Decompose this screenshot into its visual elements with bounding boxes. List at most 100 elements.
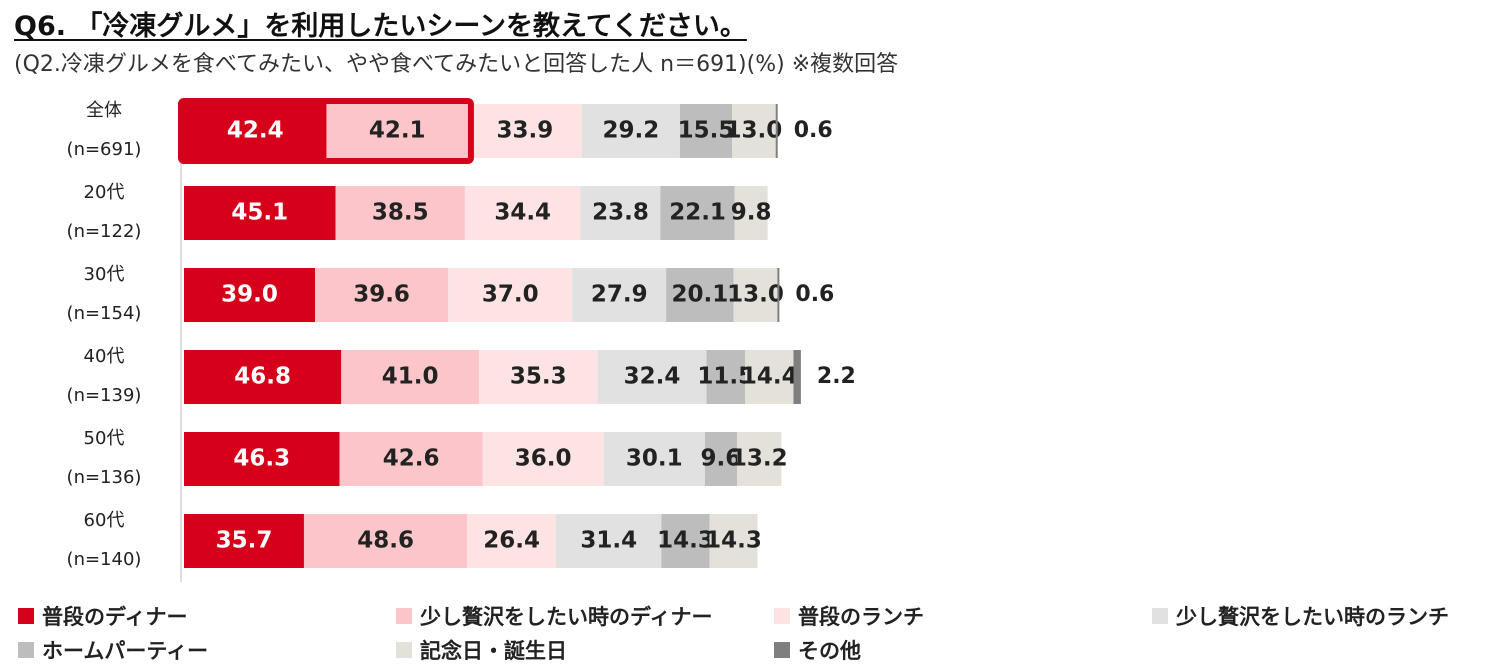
bar-segment — [184, 104, 327, 158]
data-label: 42.4 — [227, 118, 284, 144]
legend-label: 少し贅沢をしたい時のランチ — [1176, 605, 1449, 629]
bar-segment — [341, 350, 480, 404]
bar-segment — [661, 514, 710, 568]
data-label: 42.1 — [369, 118, 426, 144]
data-label: 33.9 — [496, 118, 553, 144]
legend-swatch — [18, 608, 34, 624]
category-n-label: (n=154) — [67, 303, 142, 324]
category-n-label: (n=139) — [67, 385, 142, 406]
bar-segment — [184, 432, 340, 486]
bar-segment — [793, 350, 801, 404]
data-label: 48.6 — [357, 528, 414, 554]
bar-segment — [464, 186, 581, 240]
data-label: 46.8 — [234, 364, 291, 390]
bar-segment — [326, 104, 468, 158]
data-label: 2.2 — [817, 364, 856, 389]
data-label: 14.4 — [741, 364, 798, 390]
legend-swatch — [774, 642, 790, 658]
legend-label: その他 — [798, 639, 861, 663]
data-label: 13.0 — [727, 282, 784, 308]
bar-segment — [745, 350, 794, 404]
bar-segment — [339, 432, 483, 486]
bar-segment — [581, 104, 680, 158]
bar-segment — [709, 514, 758, 568]
bar-segment — [572, 268, 667, 322]
legend-item: 少し贅沢をしたい時のディナー — [396, 601, 713, 631]
bar-segment — [580, 186, 661, 240]
data-label: 14.3 — [657, 528, 714, 554]
bar-segment — [482, 432, 604, 486]
data-label: 0.6 — [794, 118, 833, 143]
legend-label: 普段のランチ — [798, 605, 924, 629]
bar-segment — [706, 350, 746, 404]
bar-segment — [303, 514, 468, 568]
bar-segment — [734, 186, 768, 240]
bar-segment — [704, 432, 738, 486]
category-label: 40代 — [84, 346, 125, 367]
legend-label: 記念日・誕生日 — [420, 639, 567, 663]
bar-segment — [732, 104, 776, 158]
bar-segment — [448, 268, 573, 322]
data-label: 13.0 — [725, 118, 782, 144]
category-n-label: (n=136) — [67, 467, 142, 488]
data-label: 42.6 — [383, 446, 440, 472]
data-label: 20.1 — [672, 282, 729, 308]
data-label: 41.0 — [382, 364, 439, 390]
bar-segment — [597, 350, 707, 404]
bar-segment — [184, 268, 316, 322]
bar-segment — [335, 186, 465, 240]
legend-label: ホームパーティー — [42, 639, 209, 663]
data-label: 22.1 — [669, 200, 726, 226]
data-label: 0.6 — [795, 282, 834, 307]
category-label: 60代 — [84, 510, 125, 531]
data-label: 46.3 — [233, 446, 290, 472]
legend-swatch — [396, 642, 412, 658]
data-label: 14.3 — [705, 528, 762, 554]
bar-segment — [777, 268, 780, 322]
category-n-label: (n=140) — [67, 549, 142, 570]
data-label: 23.8 — [592, 200, 649, 226]
data-label: 45.1 — [231, 200, 288, 226]
bar-segment — [315, 268, 449, 322]
category-label: 50代 — [84, 428, 125, 449]
legend-swatch — [774, 608, 790, 624]
bar-segment — [737, 432, 782, 486]
category-n-label: (n=122) — [67, 221, 142, 242]
bar-segment — [775, 104, 778, 158]
data-label: 27.9 — [591, 282, 648, 308]
bar-segment — [184, 514, 304, 568]
data-label: 9.6 — [701, 446, 742, 472]
bar-segment — [603, 432, 705, 486]
data-label: 30.1 — [626, 446, 683, 472]
legend-swatch — [1152, 608, 1168, 624]
bar-segment — [467, 514, 556, 568]
data-label: 29.2 — [603, 118, 660, 144]
legend-swatch — [18, 642, 34, 658]
data-label: 35.7 — [216, 528, 273, 554]
data-label: 32.4 — [624, 364, 681, 390]
chart-subtitle: (Q2.冷凍グルメを食べてみたい、やや食べてみたいと回答した人 n＝691)(%… — [14, 52, 899, 77]
data-label: 11.5 — [697, 364, 754, 390]
data-label: 9.8 — [731, 200, 772, 226]
bar-segment — [679, 104, 733, 158]
highlight-frame — [178, 98, 474, 164]
bar-segment — [467, 104, 582, 158]
data-label: 35.3 — [510, 364, 567, 390]
category-label: 20代 — [84, 182, 125, 203]
category-n-label: (n=691) — [67, 139, 142, 160]
legend-label: 普段のディナー — [42, 605, 188, 629]
data-label: 13.2 — [731, 446, 788, 472]
data-label: 39.0 — [221, 282, 278, 308]
bar-segment — [479, 350, 598, 404]
data-label: 34.4 — [494, 200, 551, 226]
category-label: 30代 — [84, 264, 125, 285]
legend-item: 記念日・誕生日 — [396, 635, 567, 665]
bar-segment — [184, 350, 342, 404]
category-label: 全体 — [86, 100, 122, 121]
data-label: 36.0 — [515, 446, 572, 472]
legend-item: 少し贅沢をしたい時のランチ — [1152, 601, 1449, 631]
bar-segment — [555, 514, 662, 568]
legend-label: 少し贅沢をしたい時のディナー — [420, 605, 713, 629]
bar-segment — [184, 186, 336, 240]
